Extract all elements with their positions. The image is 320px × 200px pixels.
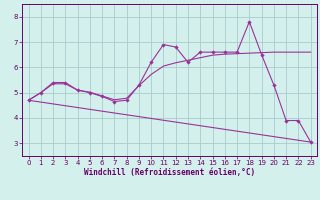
X-axis label: Windchill (Refroidissement éolien,°C): Windchill (Refroidissement éolien,°C) — [84, 168, 255, 177]
